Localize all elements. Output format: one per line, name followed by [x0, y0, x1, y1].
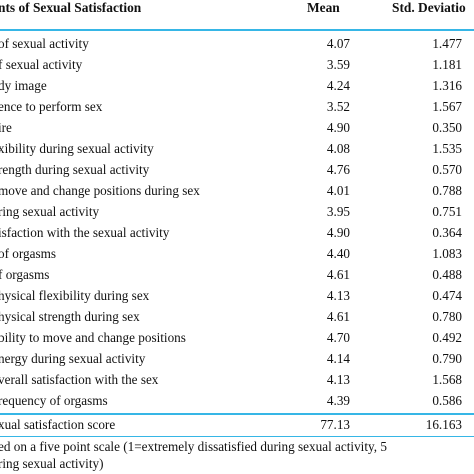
table-row: verall satisfaction with the sex 4.13 1.…	[0, 371, 474, 392]
table-row: f sexual activity 3.59 1.181	[0, 56, 474, 77]
table-row: requency of orgasms 4.39 0.586	[0, 392, 474, 413]
row-mean: 4.40	[326, 246, 350, 261]
row-label: move and change positions during sex	[0, 183, 200, 198]
bottom-rule	[0, 436, 474, 437]
row-label: dy image	[0, 78, 47, 93]
row-sd: 1.568	[432, 372, 462, 387]
column-header-sd: Std. Deviatio	[392, 0, 466, 15]
row-sd: 0.364	[432, 225, 462, 240]
header-rule	[0, 29, 474, 31]
row-sd: 0.474	[432, 288, 462, 303]
column-header-mean: Mean	[307, 0, 340, 15]
total-mean: 77.13	[320, 417, 350, 432]
table-row: of sexual activity 4.07 1.477	[0, 35, 474, 56]
table-row: f orgasms 4.61 0.488	[0, 266, 474, 287]
footnote-line-1: ed on a five point scale (1=extremely di…	[0, 439, 387, 454]
row-sd: 1.567	[432, 99, 462, 114]
row-label: rength during sexual activity	[0, 162, 150, 177]
row-sd: 0.492	[432, 330, 462, 345]
row-label: f orgasms	[0, 267, 50, 282]
row-sd: 0.780	[432, 309, 462, 324]
row-mean: 4.61	[326, 309, 350, 324]
row-mean: 4.14	[326, 351, 350, 366]
table-row: hysical strength during sex 4.61 0.780	[0, 308, 474, 329]
table-row: isfaction with the sexual activity 4.90 …	[0, 224, 474, 245]
row-mean: 4.24	[326, 78, 350, 93]
row-label: isfaction with the sexual activity	[0, 225, 170, 240]
row-mean: 4.01	[326, 183, 350, 198]
row-sd: 0.788	[432, 183, 462, 198]
table-row: bility to move and change positions 4.70…	[0, 329, 474, 350]
column-header-item: nts of Sexual Satisfaction	[0, 0, 142, 15]
row-label: bility to move and change positions	[0, 330, 186, 345]
row-label: f sexual activity	[0, 57, 83, 72]
row-mean: 4.08	[326, 141, 350, 156]
table-row: of orgasms 4.40 1.083	[0, 245, 474, 266]
total-label: xual satisfaction score	[0, 417, 116, 432]
row-mean: 4.90	[326, 120, 350, 135]
row-mean: 4.61	[326, 267, 350, 282]
row-mean: 3.95	[326, 204, 350, 219]
row-label: of sexual activity	[0, 36, 89, 51]
row-mean: 4.13	[326, 288, 350, 303]
row-sd: 1.535	[432, 141, 462, 156]
row-sd: 0.790	[432, 351, 462, 366]
row-label: verall satisfaction with the sex	[0, 372, 159, 387]
row-mean: 3.59	[326, 57, 350, 72]
total-row: xual satisfaction score 77.13 16.163	[0, 415, 474, 435]
table-row: ring sexual activity 3.95 0.751	[0, 203, 474, 224]
row-sd: 0.586	[432, 393, 462, 408]
footnote-line-2: ring sexual activity)	[0, 456, 104, 471]
row-sd: 1.477	[432, 36, 462, 51]
row-sd: 1.181	[432, 57, 462, 72]
table-row: rength during sexual activity 4.76 0.570	[0, 161, 474, 182]
row-label: hysical strength during sex	[0, 309, 140, 324]
row-label: xibility during sexual activity	[0, 141, 154, 156]
row-sd: 1.083	[432, 246, 462, 261]
row-mean: 4.39	[326, 393, 350, 408]
row-label: ring sexual activity	[0, 204, 100, 219]
total-rule	[0, 413, 474, 415]
row-mean: 4.76	[326, 162, 350, 177]
table-row: ire 4.90 0.350	[0, 119, 474, 140]
row-mean: 3.52	[326, 99, 350, 114]
table-row: xibility during sexual activity 4.08 1.5…	[0, 140, 474, 161]
table-row: move and change positions during sex 4.0…	[0, 182, 474, 203]
table-row: dy image 4.24 1.316	[0, 77, 474, 98]
row-sd: 0.570	[432, 162, 462, 177]
row-mean: 4.07	[326, 36, 350, 51]
row-sd: 0.751	[432, 204, 462, 219]
row-label: ire	[0, 120, 12, 135]
table-row: hysical flexibility during sex 4.13 0.47…	[0, 287, 474, 308]
row-label: nergy during sexual activity	[0, 351, 146, 366]
row-mean: 4.13	[326, 372, 350, 387]
row-sd: 0.488	[432, 267, 462, 282]
row-label: requency of orgasms	[0, 393, 108, 408]
row-mean: 4.90	[326, 225, 350, 240]
table-row: nergy during sexual activity 4.14 0.790	[0, 350, 474, 371]
table-row: ence to perform sex 3.52 1.567	[0, 98, 474, 119]
total-sd: 16.163	[425, 417, 462, 432]
row-sd: 0.350	[432, 120, 462, 135]
row-mean: 4.70	[326, 330, 350, 345]
row-label: hysical flexibility during sex	[0, 288, 150, 303]
row-label: of orgasms	[0, 246, 56, 261]
row-sd: 1.316	[432, 78, 462, 93]
row-label: ence to perform sex	[0, 99, 103, 114]
